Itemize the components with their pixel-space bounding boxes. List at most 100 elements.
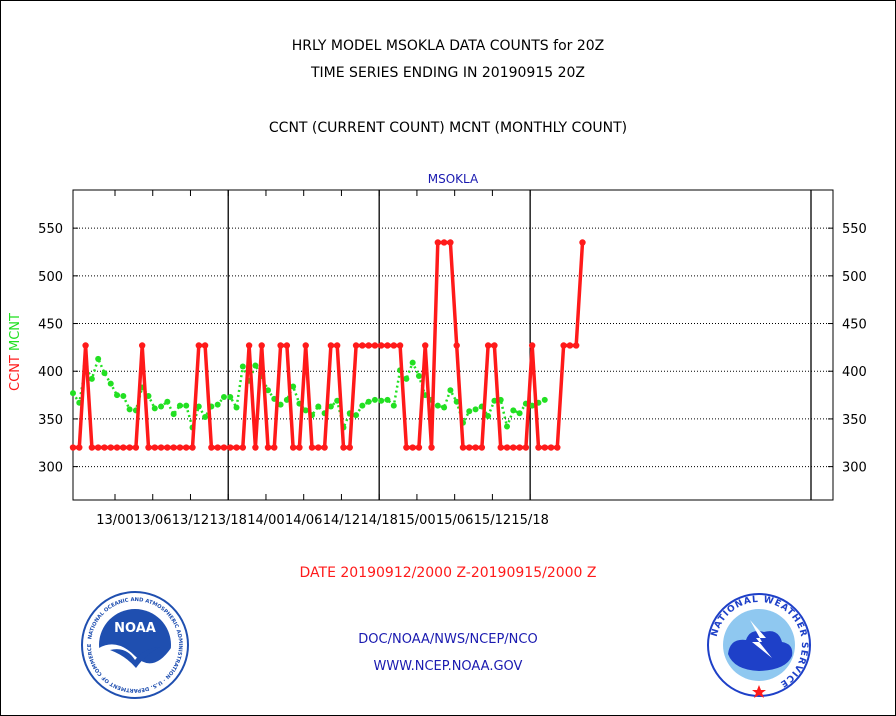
grid-layer — [73, 227, 833, 468]
website-link[interactable]: WWW.NCEP.NOAA.GOV — [373, 659, 523, 674]
point-mcnt — [151, 405, 158, 412]
point-ccnt — [390, 342, 397, 349]
point-ccnt — [409, 444, 416, 451]
nws-logo: NATIONAL WEATHER SERVICE — [707, 593, 811, 698]
point-ccnt — [189, 444, 196, 451]
x-tick-label: 15/00 — [398, 513, 435, 528]
point-ccnt — [258, 342, 265, 349]
point-ccnt — [384, 342, 391, 349]
point-mcnt — [529, 402, 536, 409]
point-ccnt — [296, 444, 303, 451]
point-mcnt — [195, 403, 202, 410]
point-ccnt — [346, 444, 353, 451]
point-mcnt — [510, 407, 517, 414]
y-tick-label-left: 550 — [38, 222, 63, 237]
point-mcnt — [252, 362, 259, 369]
point-mcnt — [315, 403, 322, 410]
point-ccnt — [220, 444, 228, 451]
point-ccnt — [327, 342, 335, 349]
point-ccnt — [541, 444, 548, 451]
point-mcnt — [409, 359, 416, 366]
point-ccnt — [164, 444, 171, 451]
point-mcnt — [164, 398, 171, 405]
org-path-label: DOC/NOAA/NWS/NCEP/NCO — [358, 632, 538, 647]
point-mcnt — [264, 387, 271, 394]
point-mcnt — [472, 406, 479, 413]
point-mcnt — [541, 396, 548, 403]
svg-text:NOAA: NOAA — [114, 621, 156, 636]
point-mcnt — [415, 373, 422, 379]
y-tick-label-left: 400 — [38, 365, 63, 380]
point-ccnt — [170, 444, 177, 451]
point-ccnt — [340, 444, 347, 451]
point-ccnt — [459, 444, 467, 451]
point-mcnt — [403, 375, 410, 382]
point-ccnt — [214, 444, 221, 451]
point-ccnt — [547, 444, 555, 451]
point-mcnt — [114, 392, 121, 399]
point-ccnt — [453, 342, 460, 349]
point-ccnt — [239, 444, 247, 451]
point-ccnt — [359, 342, 366, 349]
chart-subtitle: CCNT (CURRENT COUNT) MCNT (MONTHLY COUNT… — [268, 120, 628, 136]
station-label: MSOKLA — [428, 172, 479, 186]
point-ccnt — [76, 444, 83, 451]
point-ccnt — [472, 444, 479, 451]
y-tick-label-left: 450 — [38, 318, 63, 333]
point-ccnt — [365, 342, 372, 349]
point-ccnt — [315, 444, 322, 451]
point-ccnt — [560, 342, 567, 349]
point-ccnt — [522, 444, 530, 451]
x-tick-label: 14/00 — [247, 513, 284, 528]
point-mcnt — [176, 402, 183, 409]
point-ccnt — [434, 239, 442, 246]
point-ccnt — [491, 342, 498, 349]
point-mcnt — [101, 370, 108, 377]
point-mcnt — [290, 383, 297, 390]
point-ccnt — [516, 444, 523, 451]
x-tick-label: 15/12 — [474, 513, 511, 528]
point-ccnt — [396, 342, 404, 349]
x-tick-label: 15/18 — [511, 513, 548, 528]
point-mcnt — [126, 406, 133, 413]
point-ccnt — [510, 444, 517, 451]
point-ccnt — [308, 444, 316, 451]
point-ccnt — [333, 342, 341, 349]
point-ccnt — [151, 444, 158, 451]
y-tick-label-left: 350 — [38, 413, 63, 428]
point-ccnt — [478, 444, 486, 451]
point-ccnt — [227, 444, 234, 451]
point-mcnt — [170, 411, 177, 418]
noaa-logo: NATIONAL OCEANIC AND ATMOSPHERIC ADMINIS… — [81, 591, 189, 699]
mcnt-axis-label: MCNT — [8, 313, 23, 351]
series-layer — [69, 239, 586, 451]
point-mcnt — [365, 398, 372, 405]
point-mcnt — [277, 401, 284, 408]
point-ccnt — [245, 342, 253, 349]
point-mcnt — [359, 402, 366, 409]
date-range-label: DATE 20190912/2000 Z-20190915/2000 Z — [299, 565, 597, 581]
x-tick-label: 14/06 — [285, 513, 322, 528]
point-ccnt — [271, 444, 278, 451]
point-mcnt — [233, 404, 240, 411]
point-ccnt — [497, 444, 504, 451]
point-ccnt — [321, 444, 328, 451]
point-ccnt — [566, 342, 574, 349]
plot-area-border — [72, 189, 834, 501]
point-ccnt — [371, 342, 379, 349]
x-tick-label: 15/06 — [436, 513, 473, 528]
point-mcnt — [183, 402, 190, 409]
point-ccnt — [422, 342, 429, 349]
point-ccnt — [403, 444, 410, 451]
point-mcnt — [371, 396, 378, 403]
x-tick-label: 14/18 — [360, 513, 397, 528]
point-ccnt — [484, 342, 492, 349]
point-mcnt — [220, 393, 227, 400]
point-ccnt — [415, 444, 423, 451]
y-tick-label-right: 550 — [842, 222, 867, 237]
point-ccnt — [535, 444, 542, 451]
point-ccnt — [264, 444, 272, 451]
point-mcnt — [70, 390, 76, 397]
point-ccnt — [289, 444, 297, 451]
